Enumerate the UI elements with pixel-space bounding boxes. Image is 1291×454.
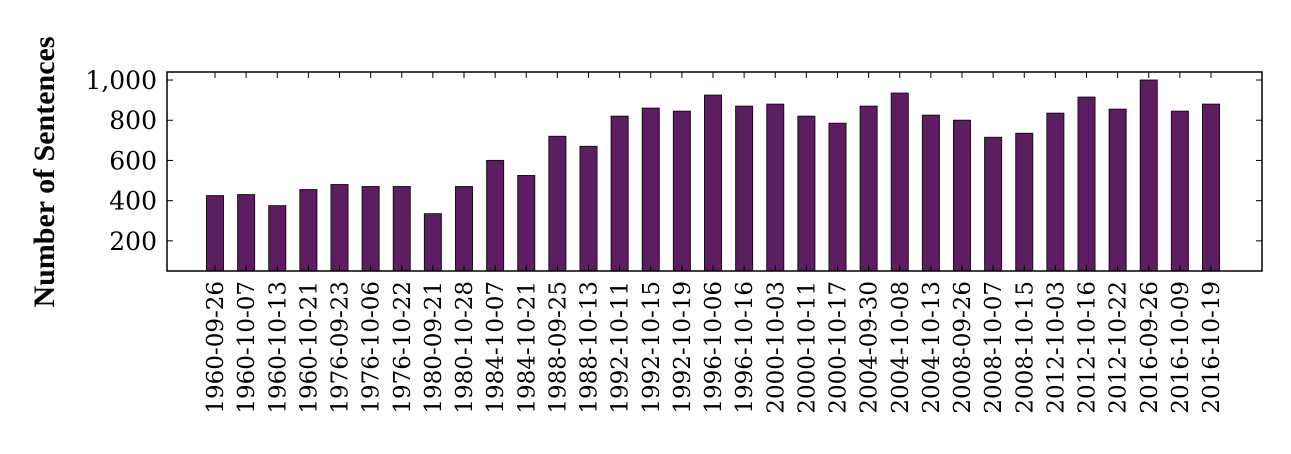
x-category-label: 1980-10-28	[452, 281, 478, 414]
bar-1980-10-28	[455, 186, 473, 272]
bar-2000-10-17	[828, 122, 847, 272]
x-category-label: 2004-10-13	[919, 281, 945, 414]
x-category-label: 1976-10-06	[359, 281, 385, 414]
bar-1960-10-07	[237, 194, 256, 272]
x-category-labels: 1960-09-26 1960-10-07 1960-10-13 1960-10-21…	[203, 281, 1225, 414]
y-tick-label: 200	[109, 227, 157, 256]
bar-1984-10-21	[517, 175, 536, 272]
x-category-label: 1996-10-06	[701, 281, 727, 414]
bar-2012-10-16	[1077, 96, 1096, 272]
x-category-label: 2012-10-16	[1075, 281, 1101, 414]
y-tick-label: 1,000	[85, 66, 157, 95]
bar-2008-10-07	[984, 136, 1003, 272]
tick-marks	[167, 72, 1262, 271]
bar-2012-10-22	[1108, 108, 1127, 272]
bar-2004-10-13	[921, 114, 940, 272]
bar-2000-10-11	[797, 115, 816, 272]
y-axis-title: Number of Sentences	[28, 36, 61, 307]
bar-1980-09-21	[423, 213, 442, 272]
x-category-label: 1984-10-21	[514, 281, 540, 414]
bar-2016-10-09	[1170, 110, 1189, 272]
x-category-label: 1960-10-07	[234, 281, 260, 414]
x-category-label: 2016-09-26	[1137, 281, 1163, 414]
x-category-label: 1988-09-25	[545, 281, 571, 414]
bar-1960-10-21	[299, 189, 318, 272]
bar-2008-09-26	[953, 119, 971, 272]
bar-1996-10-06	[704, 94, 722, 272]
x-category-label: 2012-10-03	[1043, 281, 1069, 414]
x-category-label: 2000-10-17	[826, 281, 852, 414]
x-category-label: 2008-10-15	[1012, 281, 1038, 414]
x-category-label: 2016-10-19	[1199, 281, 1225, 414]
x-category-label: 2004-09-30	[857, 281, 883, 414]
bar-1984-10-07	[486, 159, 505, 272]
y-tick-label: 400	[109, 187, 157, 216]
x-category-label: 1992-10-15	[639, 281, 665, 414]
y-tick-label: 600	[109, 146, 157, 175]
x-category-label: 2008-09-26	[950, 281, 976, 414]
bar-2008-10-15	[1015, 132, 1034, 272]
y-tick-labels: 200 400 600 800 1,000	[85, 66, 157, 256]
bar-2016-10-19	[1202, 103, 1220, 272]
bar-1960-09-26	[206, 195, 224, 272]
x-category-label: 1960-10-21	[296, 281, 322, 414]
bar-1960-10-13	[268, 205, 287, 272]
bar-1992-10-19	[672, 110, 691, 272]
x-category-label: 1988-10-13	[577, 281, 603, 414]
x-category-label: 2012-10-22	[1106, 281, 1132, 414]
bar-1992-10-11	[610, 115, 629, 272]
x-category-label: 1976-10-22	[390, 281, 416, 414]
x-category-label: 2000-10-03	[763, 281, 789, 414]
bar-1996-10-16	[735, 105, 754, 272]
bars-group	[206, 79, 1220, 272]
x-category-label: 1960-10-13	[265, 281, 291, 414]
bar-2016-09-26	[1139, 79, 1158, 272]
bar-1976-09-23	[330, 184, 349, 272]
x-category-label: 2016-10-09	[1168, 281, 1194, 414]
bar-2004-09-30	[859, 105, 878, 272]
bar-1976-10-22	[392, 186, 411, 272]
x-category-label: 1980-09-21	[421, 281, 447, 414]
bar-1992-10-15	[641, 107, 660, 272]
plot-frame	[166, 71, 1263, 272]
bar-2012-10-03	[1046, 112, 1065, 272]
bar-1988-09-25	[548, 135, 567, 272]
bar-2000-10-03	[766, 103, 785, 272]
x-category-label: 1992-10-19	[670, 281, 696, 414]
bar-2004-10-08	[890, 92, 909, 272]
x-category-label: 2000-10-11	[794, 281, 820, 414]
y-tick-label: 800	[109, 106, 157, 135]
x-category-label: 2008-10-07	[981, 281, 1007, 414]
x-category-label: 1984-10-07	[483, 281, 509, 414]
x-category-label: 1992-10-11	[608, 281, 634, 414]
x-category-label: 1976-09-23	[328, 281, 354, 414]
x-category-label: 2004-10-08	[888, 281, 914, 414]
bar-1976-10-06	[361, 186, 380, 272]
x-category-label: 1996-10-16	[732, 281, 758, 414]
x-category-label: 1960-09-26	[203, 281, 229, 414]
bar-1988-10-13	[579, 145, 598, 272]
